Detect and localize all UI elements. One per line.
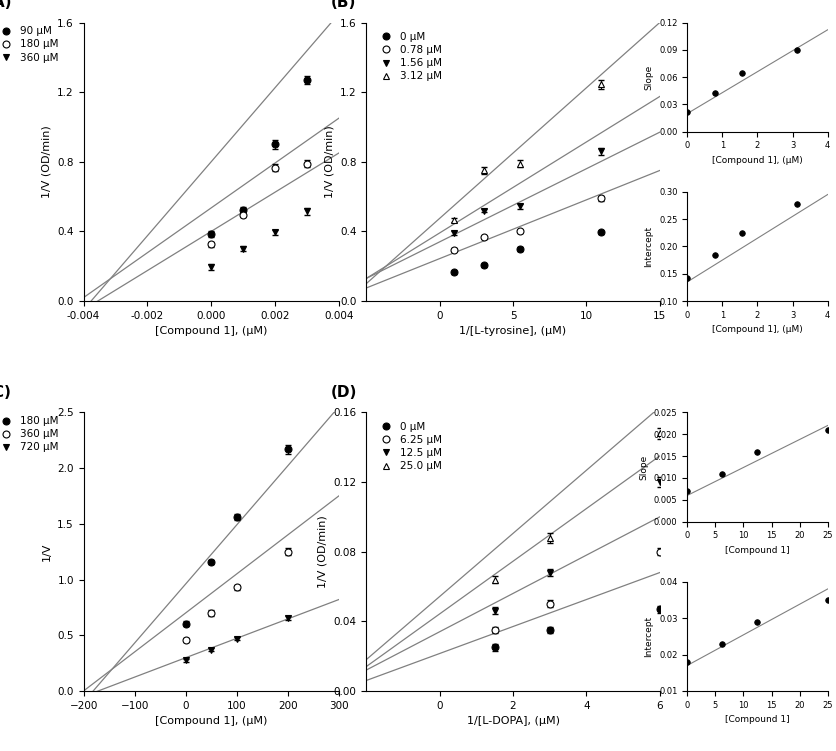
Y-axis label: 1/V (OD/min): 1/V (OD/min) — [42, 125, 52, 198]
X-axis label: 1/[L-DOPA], (μM): 1/[L-DOPA], (μM) — [466, 716, 559, 726]
Y-axis label: 1/V: 1/V — [42, 542, 52, 561]
Legend: 90 μM, 180 μM, 360 μM: 90 μM, 180 μM, 360 μM — [0, 23, 63, 67]
X-axis label: [Compound 1], (μM): [Compound 1], (μM) — [155, 326, 268, 336]
X-axis label: 1/[L-tyrosine], (μM): 1/[L-tyrosine], (μM) — [460, 326, 567, 336]
X-axis label: [Compound 1], (μM): [Compound 1], (μM) — [712, 325, 803, 334]
Y-axis label: Intercept: Intercept — [645, 226, 654, 267]
Text: (D): (D) — [331, 385, 358, 400]
Legend: 180 μM, 360 μM, 720 μM: 180 μM, 360 μM, 720 μM — [0, 412, 63, 457]
X-axis label: [Compound 1]: [Compound 1] — [725, 546, 790, 555]
Y-axis label: 1/V (OD/min): 1/V (OD/min) — [318, 515, 328, 588]
Text: (B): (B) — [331, 0, 356, 10]
Y-axis label: Slope: Slope — [645, 65, 654, 90]
Legend: 0 μM, 0.78 μM, 1.56 μM, 3.12 μM: 0 μM, 0.78 μM, 1.56 μM, 3.12 μM — [371, 28, 446, 86]
X-axis label: [Compound 1]: [Compound 1] — [725, 715, 790, 724]
Y-axis label: Slope: Slope — [640, 454, 649, 480]
Legend: 0 μM, 6.25 μM, 12.5 μM, 25.0 μM: 0 μM, 6.25 μM, 12.5 μM, 25.0 μM — [371, 418, 446, 475]
Text: (C): (C) — [0, 385, 12, 400]
Y-axis label: Intercept: Intercept — [645, 616, 654, 657]
X-axis label: [Compound 1], (μM): [Compound 1], (μM) — [155, 716, 268, 726]
Text: (A): (A) — [0, 0, 13, 10]
X-axis label: [Compound 1], (μM): [Compound 1], (μM) — [712, 156, 803, 165]
Y-axis label: 1/V (OD/min): 1/V (OD/min) — [324, 125, 334, 198]
